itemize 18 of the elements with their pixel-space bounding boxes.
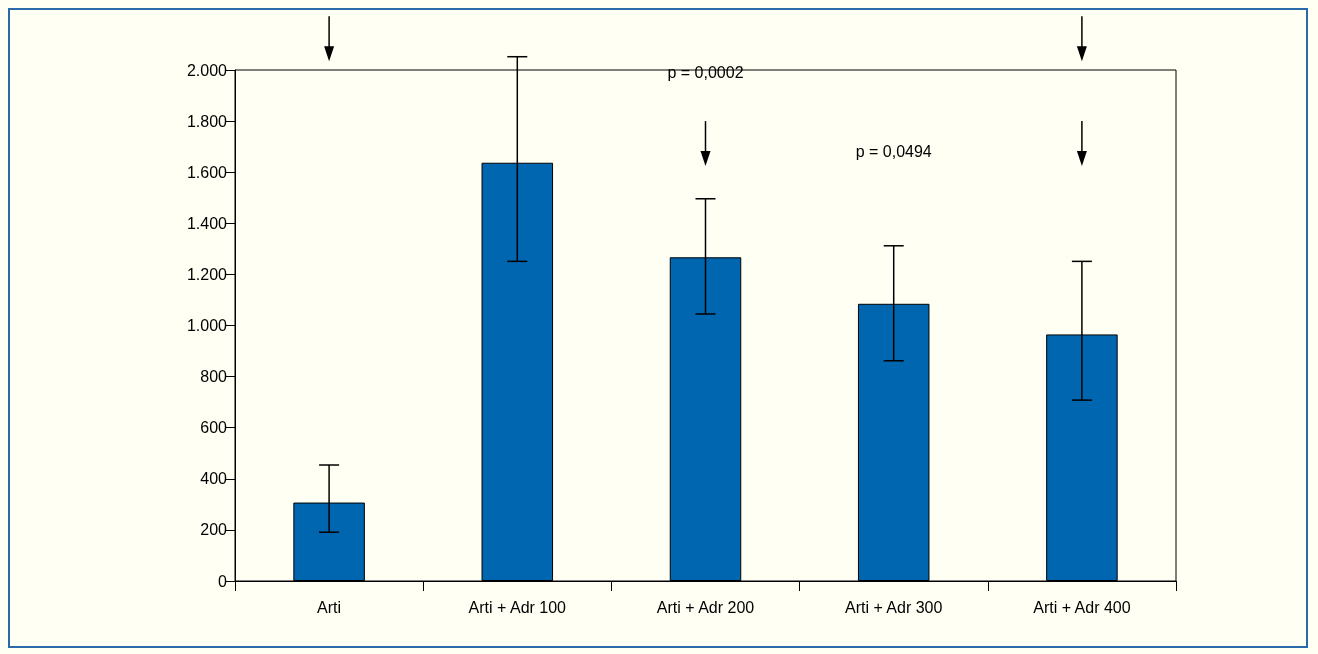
y-tick-label: 1.400 [186, 214, 228, 232]
annotation: p = 0,0002 [667, 64, 744, 82]
y-tick-label: 600 [200, 419, 228, 437]
y-tick-label: 200 [200, 521, 228, 539]
y-tick-label: 0 [218, 572, 228, 590]
x-tick-label: Arti + Adr 100 [468, 598, 567, 616]
y-tick-label: 1.600 [186, 163, 228, 181]
y-tick-label: 2.000 [186, 61, 228, 79]
x-tick-label: Arti [317, 598, 342, 616]
y-tick-label: 1.800 [186, 112, 228, 130]
x-tick-label: Arti + Adr 200 [656, 598, 755, 616]
y-tick-label: 1.200 [186, 265, 228, 283]
x-tick-label: Arti + Adr 300 [845, 598, 943, 616]
y-tick-label: 800 [200, 368, 228, 386]
x-tick-label: Arti + Adr 400 [1033, 598, 1131, 616]
y-tick-label: 400 [200, 470, 228, 488]
y-tick-label: 1.000 [186, 317, 228, 334]
annotation: p = 0,0494 [855, 143, 932, 161]
